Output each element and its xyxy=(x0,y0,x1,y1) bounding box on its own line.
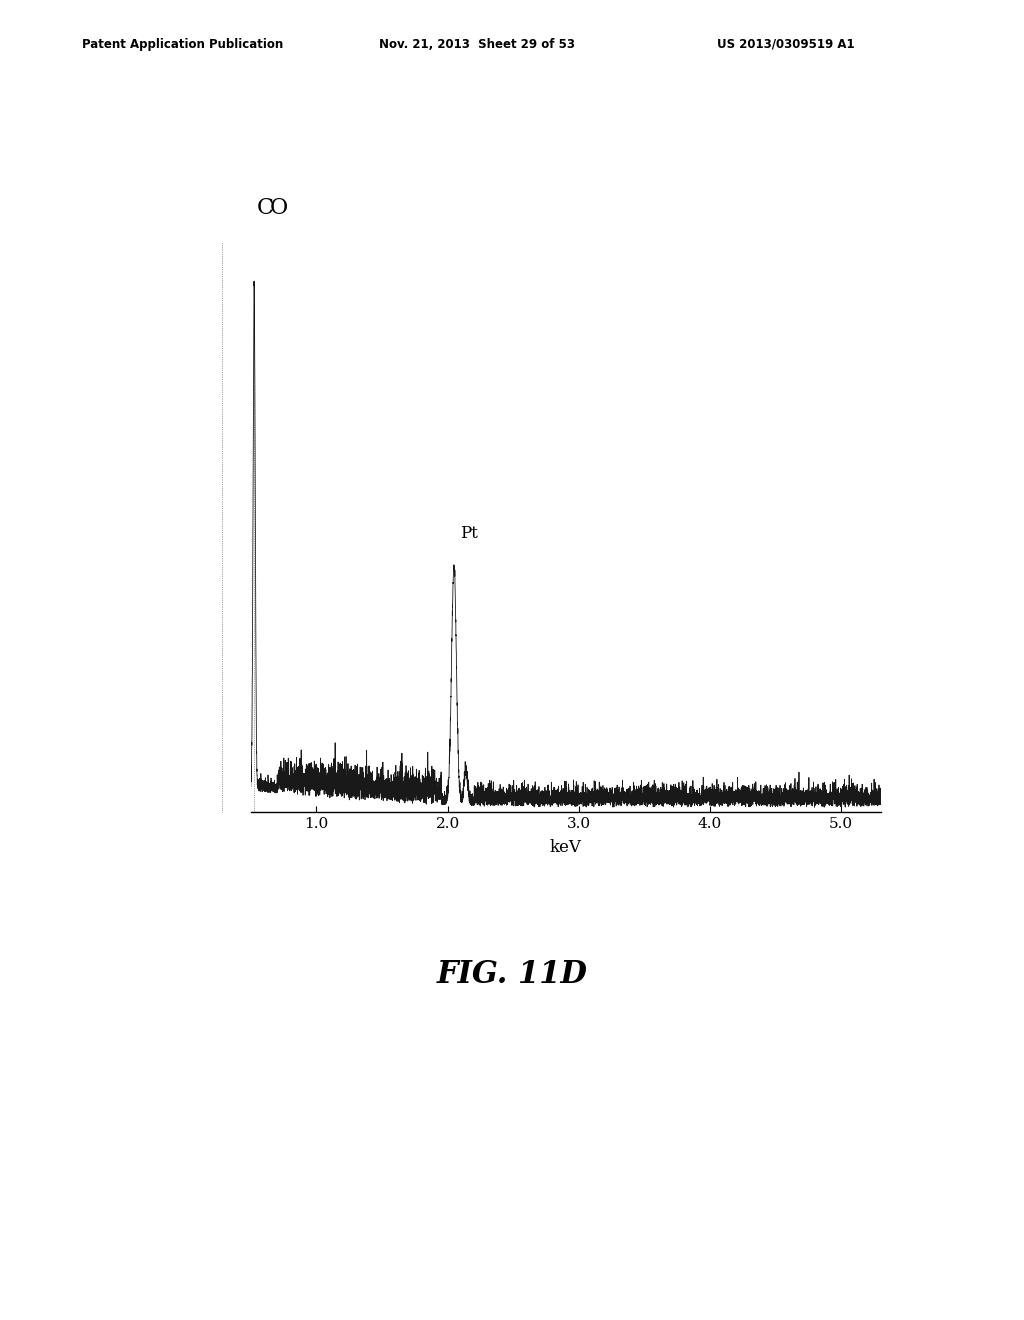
Text: Pt: Pt xyxy=(460,524,478,541)
Text: Patent Application Publication: Patent Application Publication xyxy=(82,37,284,50)
Text: US 2013/0309519 A1: US 2013/0309519 A1 xyxy=(717,37,854,50)
Text: C: C xyxy=(257,197,274,219)
Text: FIG. 11D: FIG. 11D xyxy=(436,960,588,990)
Text: O: O xyxy=(270,197,288,219)
X-axis label: keV: keV xyxy=(550,840,582,855)
Text: Nov. 21, 2013  Sheet 29 of 53: Nov. 21, 2013 Sheet 29 of 53 xyxy=(379,37,574,50)
